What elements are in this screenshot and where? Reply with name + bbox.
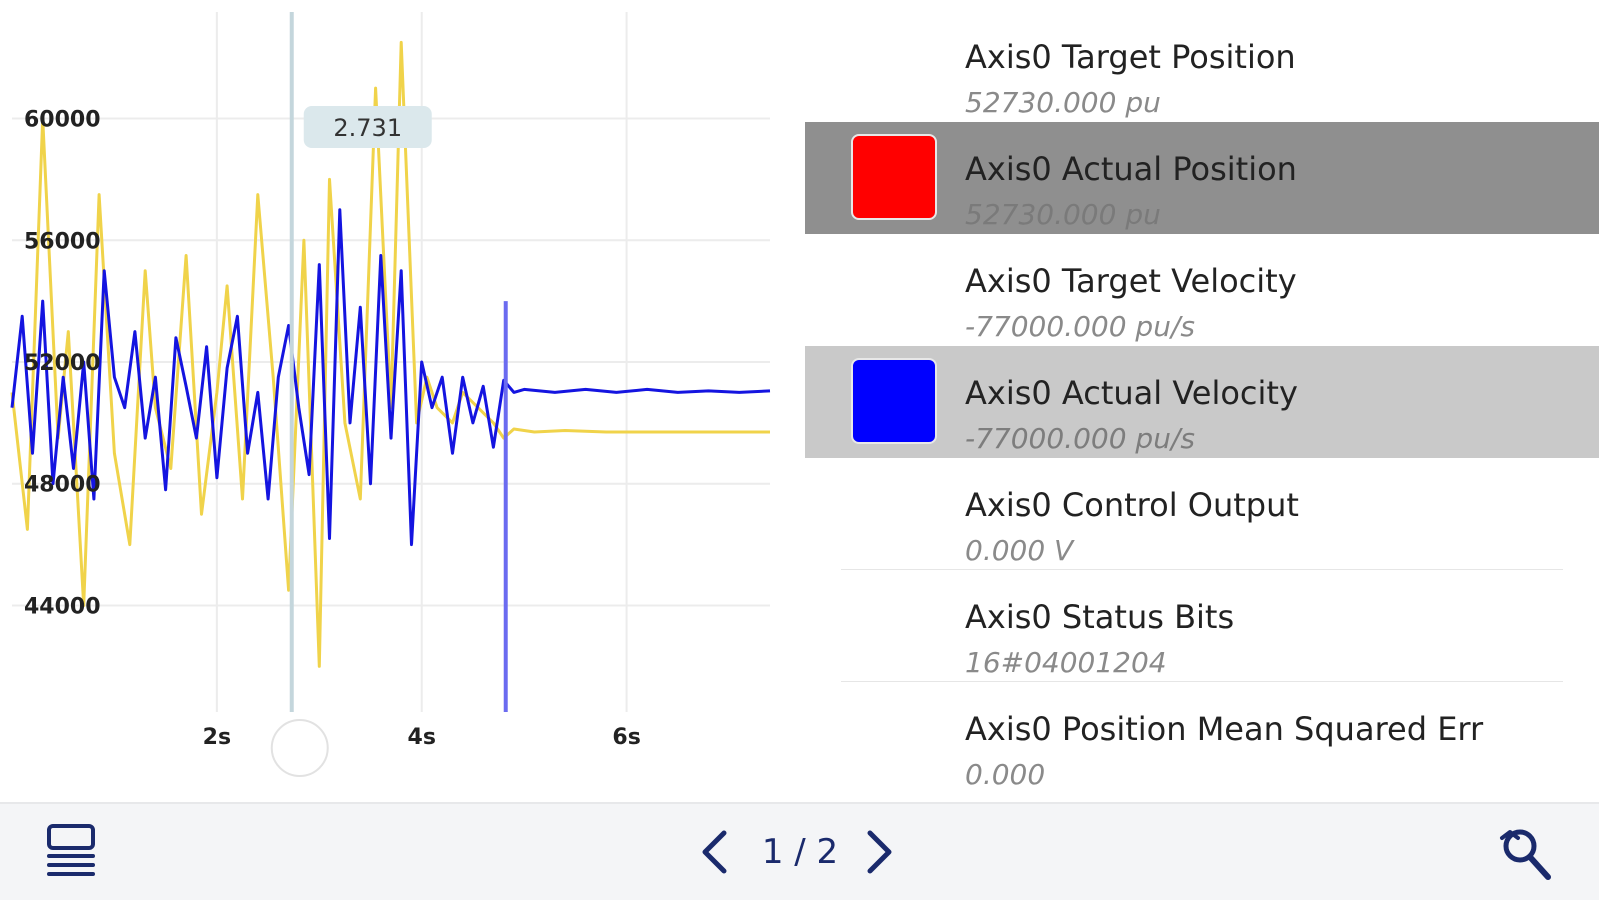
signal-name: Axis0 Target Position xyxy=(965,38,1296,76)
row-divider xyxy=(841,569,1563,570)
x-tick-label: 4s xyxy=(408,725,436,750)
signal-name: Axis0 Actual Position xyxy=(965,150,1297,188)
y-tick-label: 44000 xyxy=(24,594,101,619)
trend-chart[interactable]: 2.731 60000 56000 52000 48000 44000 2s 4s 6s xyxy=(0,0,790,800)
signal-value: 0.000 xyxy=(965,758,1046,791)
signal-value: 52730.000 pu xyxy=(965,86,1161,119)
cursor-value-tag xyxy=(303,106,432,148)
signal-list: Axis0 Target Position 52730.000 pu Axis0… xyxy=(805,0,1599,800)
signal-row-actual-velocity[interactable]: Axis0 Actual Velocity -77000.000 pu/s xyxy=(805,346,1599,458)
signal-name: Axis0 Actual Velocity xyxy=(965,374,1298,412)
signal-row-control-output[interactable]: Axis0 Control Output 0.000 V xyxy=(805,458,1599,570)
signal-value: 0.000 V xyxy=(965,534,1074,567)
trend-chart-svg[interactable]: 2.731 60000 56000 52000 48000 44000 2s 4s 6s xyxy=(0,0,790,800)
signal-name: Axis0 Control Output xyxy=(965,486,1299,524)
y-axis-ticks: 60000 56000 52000 48000 44000 xyxy=(24,108,101,620)
list-view-icon xyxy=(47,824,95,876)
y-tick-label: 60000 xyxy=(24,108,101,133)
previous-page-button[interactable] xyxy=(696,828,732,876)
signal-name: Axis0 Position Mean Squared Err xyxy=(965,710,1484,748)
chevron-left-icon xyxy=(702,830,727,874)
y-tick-label: 48000 xyxy=(24,473,101,498)
bottom-toolbar: 1 / 2 xyxy=(0,802,1599,900)
signal-color-swatch xyxy=(851,358,937,444)
signal-row-status-bits[interactable]: Axis0 Status Bits 16#04001204 xyxy=(805,570,1599,682)
cursor-value-label: 2.731 xyxy=(333,114,402,142)
time-cursor[interactable]: 2.731 xyxy=(270,12,432,777)
x-tick-label: 6s xyxy=(612,725,640,750)
signal-value: 52730.000 pu xyxy=(965,198,1161,231)
signal-row-target-position[interactable]: Axis0 Target Position 52730.000 pu xyxy=(805,10,1599,122)
signal-row-actual-position[interactable]: Axis0 Actual Position 52730.000 pu xyxy=(805,122,1599,234)
signal-color-swatch xyxy=(851,134,937,220)
y-tick-label: 52000 xyxy=(24,351,101,376)
signal-value: -77000.000 pu/s xyxy=(965,310,1195,343)
page-indicator: 1 / 2 xyxy=(761,832,839,872)
cursor-handle xyxy=(270,719,329,777)
signal-value: 16#04001204 xyxy=(965,646,1167,679)
signal-name: Axis0 Status Bits xyxy=(965,598,1235,636)
signal-value: -77000.000 pu/s xyxy=(965,422,1195,455)
signal-row-position-mse[interactable]: Axis0 Position Mean Squared Err 0.000 xyxy=(805,682,1599,794)
signal-row-target-velocity[interactable]: Axis0 Target Velocity -77000.000 pu/s xyxy=(805,234,1599,346)
row-divider xyxy=(841,681,1563,682)
x-tick-label: 2s xyxy=(203,725,231,750)
chevron-right-icon xyxy=(867,830,892,874)
list-view-button[interactable] xyxy=(44,822,100,878)
y-tick-label: 56000 xyxy=(24,229,101,254)
zoom-icon xyxy=(1500,829,1551,880)
zoom-button[interactable] xyxy=(1496,824,1556,884)
next-page-button[interactable] xyxy=(862,828,898,876)
signal-name: Axis0 Target Velocity xyxy=(965,262,1297,300)
x-axis-ticks: 2s 4s 6s xyxy=(203,725,641,750)
